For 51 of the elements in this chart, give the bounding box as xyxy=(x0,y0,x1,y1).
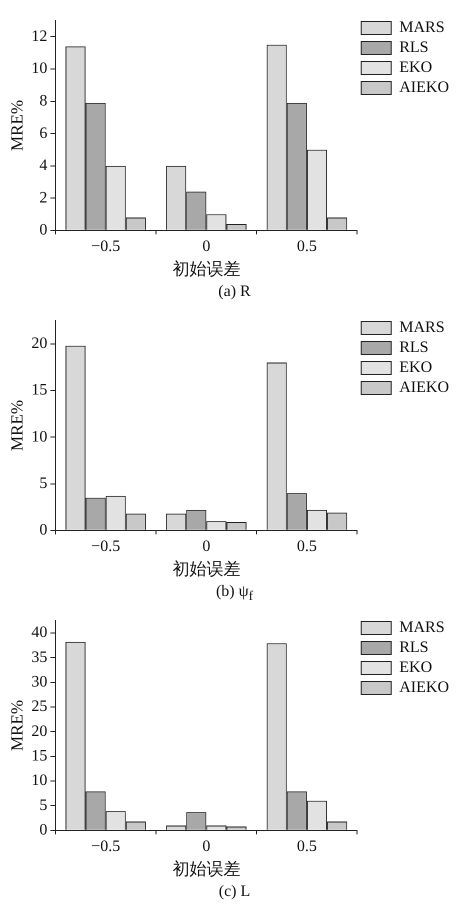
y-tick-label: 6 xyxy=(39,124,48,142)
legend-label: AIEKO xyxy=(399,679,449,696)
legend-label: RLS xyxy=(399,639,429,656)
y-tick-label: 4 xyxy=(39,157,48,174)
y-tick-label: 2 xyxy=(39,189,48,206)
y-tick-label: 30 xyxy=(31,674,48,691)
legend-label: AIEKO xyxy=(399,379,449,396)
y-tick-label: 5 xyxy=(39,796,48,814)
y-tick-label: 0 xyxy=(39,522,48,539)
x-tick-label: 0 xyxy=(202,238,210,256)
legend-label: RLS xyxy=(399,39,429,56)
x-axis-title: 初始误差 xyxy=(172,259,240,278)
legend-label: EKO xyxy=(399,59,432,76)
y-tick-label: 35 xyxy=(31,648,48,666)
legend-label: MARS xyxy=(399,619,445,636)
x-tick-label: 0.5 xyxy=(296,838,317,856)
y-tick-label: 20 xyxy=(31,722,48,740)
y-tick-label: 20 xyxy=(31,335,48,352)
y-tick-label: 10 xyxy=(31,428,48,446)
y-tick-label: 15 xyxy=(31,748,48,765)
x-axis-title: 初始误差 xyxy=(172,559,240,578)
x-tick-label: 0.5 xyxy=(296,538,317,556)
y-tick-label: 8 xyxy=(39,92,48,110)
text: (a) R xyxy=(217,282,252,302)
y-tick-label: 10 xyxy=(31,772,48,790)
y-tick-label: 12 xyxy=(31,28,48,45)
x-tick-label: −0.5 xyxy=(91,238,120,256)
y-tick-label: 15 xyxy=(31,382,48,399)
y-axis-title: MRE% xyxy=(8,700,27,751)
x-tick-label: 0.5 xyxy=(296,238,317,256)
legend-label: EKO xyxy=(399,659,432,676)
x-tick-label: −0.5 xyxy=(91,838,120,856)
text: (b) ψ$_{f}$ xyxy=(214,582,254,606)
legend-label: RLS xyxy=(399,339,429,356)
y-tick-label: 25 xyxy=(31,698,48,716)
x-tick-label: −0.5 xyxy=(91,538,120,556)
y-tick-label: 0 xyxy=(39,222,48,239)
legend-label: AIEKO xyxy=(399,79,449,96)
x-tick-label: 0 xyxy=(202,838,210,856)
y-tick-label: 40 xyxy=(31,624,48,642)
legend-label: MARS xyxy=(399,19,445,36)
x-tick-label: 0 xyxy=(202,538,210,556)
y-tick-label: 10 xyxy=(31,60,48,78)
y-tick-label: 0 xyxy=(39,822,48,839)
legend-label: EKO xyxy=(399,359,432,376)
legend-label: MARS xyxy=(399,319,445,336)
text: (c) L xyxy=(218,882,252,902)
y-tick-label: 5 xyxy=(39,474,48,492)
x-axis-title: 初始误差 xyxy=(172,859,240,878)
y-axis-title: MRE% xyxy=(8,100,27,151)
y-axis-title: MRE% xyxy=(8,400,27,451)
